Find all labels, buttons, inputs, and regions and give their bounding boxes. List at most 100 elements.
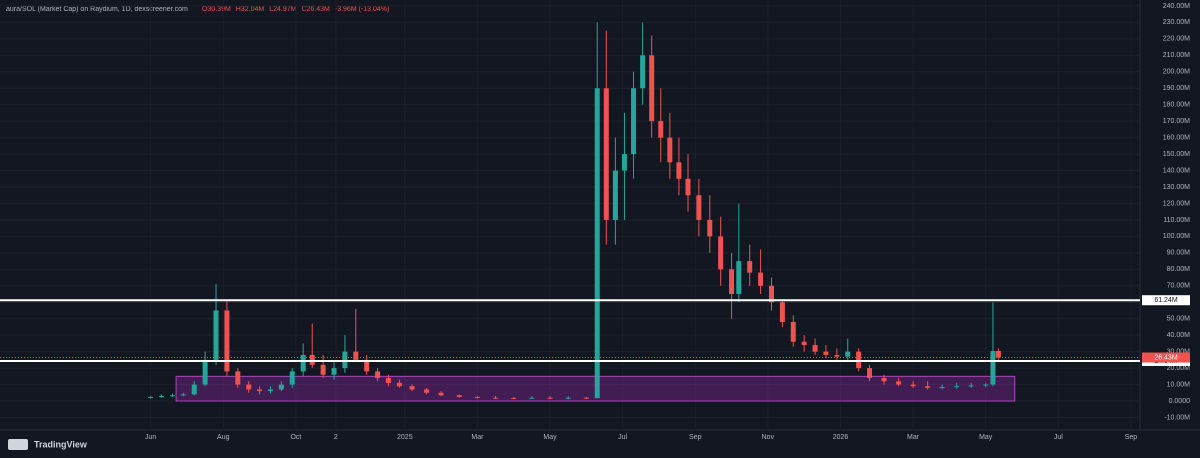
candle-body bbox=[438, 392, 444, 396]
candle-body bbox=[881, 377, 887, 382]
brand: TradingView bbox=[34, 439, 88, 449]
y-tick-label: 180.00M bbox=[1163, 102, 1190, 109]
ohlc-value: L24.97M bbox=[269, 6, 296, 13]
x-tick-label: Sep bbox=[689, 434, 702, 441]
x-tick-label: Sep bbox=[1125, 434, 1138, 441]
candle-body bbox=[954, 386, 960, 388]
candle-body bbox=[224, 310, 230, 372]
candle-body bbox=[603, 88, 609, 220]
candle-body bbox=[565, 397, 571, 399]
candle-body bbox=[779, 302, 785, 323]
candle-body bbox=[896, 381, 902, 385]
candle-body bbox=[289, 371, 295, 385]
candle-body bbox=[910, 384, 916, 387]
candle-body bbox=[995, 350, 1001, 358]
candle-body bbox=[676, 162, 682, 179]
ohlc-value: -3.96M (-13.04%) bbox=[335, 6, 389, 13]
candle-body bbox=[729, 269, 735, 295]
candle-body bbox=[474, 396, 480, 398]
candle-body bbox=[925, 386, 931, 388]
x-tick-label: May bbox=[543, 434, 557, 441]
y-tick-label: 40.00M bbox=[1167, 332, 1191, 339]
candle-body bbox=[736, 261, 742, 295]
candle-body bbox=[385, 377, 391, 383]
y-tick-label: 200.00M bbox=[1163, 69, 1190, 76]
candle-body bbox=[375, 371, 381, 378]
y-tick-label: 30.00M bbox=[1167, 348, 1191, 355]
candle-body bbox=[658, 121, 664, 138]
x-tick-label: 2026 bbox=[833, 434, 849, 441]
candle-body bbox=[812, 345, 818, 352]
candle-body bbox=[169, 395, 175, 397]
candle-body bbox=[353, 351, 359, 360]
candle-body bbox=[213, 310, 219, 360]
y-tick-label: 160.00M bbox=[1163, 134, 1190, 141]
candle-body bbox=[456, 395, 462, 397]
candle-body bbox=[845, 351, 851, 357]
y-tick-label: 110.00M bbox=[1163, 217, 1190, 224]
candle-body bbox=[320, 364, 326, 375]
last-price-tag bbox=[1142, 352, 1190, 363]
y-tick-label: 50.00M bbox=[1167, 316, 1191, 323]
x-tick-label: 2 bbox=[334, 434, 338, 441]
y-tick-label: 20.00M bbox=[1167, 365, 1191, 372]
candle-body bbox=[685, 178, 691, 196]
y-tick-label: 210.00M bbox=[1163, 52, 1190, 59]
y-tick-label: 150.00M bbox=[1163, 151, 1190, 158]
x-tick-label: Jul bbox=[1054, 434, 1063, 441]
candle-body bbox=[696, 195, 702, 220]
candle-body bbox=[278, 384, 284, 390]
y-tick-label: 230.00M bbox=[1163, 19, 1190, 26]
y-tick-label: 190.00M bbox=[1163, 85, 1190, 92]
candle-body bbox=[331, 368, 337, 375]
candle-body bbox=[867, 368, 873, 378]
ohlc-value: O30.39M bbox=[202, 6, 231, 13]
y-tick-label: 80.00M bbox=[1167, 266, 1191, 273]
candle-body bbox=[396, 382, 402, 387]
y-tick-label: 100.00M bbox=[1163, 233, 1190, 240]
candle-body bbox=[202, 359, 208, 385]
y-tick-label: 70.00M bbox=[1167, 283, 1191, 290]
brand-logo bbox=[8, 439, 28, 450]
candle-body bbox=[856, 351, 862, 369]
candle-body bbox=[180, 394, 186, 396]
level-tag bbox=[1142, 295, 1190, 306]
x-tick-label: Oct bbox=[290, 434, 301, 441]
candle-body bbox=[968, 385, 974, 387]
y-tick-label: 10.00M bbox=[1167, 381, 1191, 388]
candle-body bbox=[621, 154, 627, 171]
candle-body bbox=[547, 397, 553, 399]
candle-body bbox=[612, 170, 618, 220]
candle-body bbox=[309, 354, 315, 365]
y-tick-label: 140.00M bbox=[1163, 167, 1190, 174]
candle-body bbox=[267, 389, 273, 392]
candle-body bbox=[790, 322, 796, 342]
candle-body bbox=[640, 55, 646, 89]
candle-body bbox=[148, 396, 154, 398]
candle-body bbox=[631, 88, 637, 155]
candle-body bbox=[718, 236, 724, 270]
candle-body bbox=[159, 396, 165, 398]
x-tick-label: Mar bbox=[471, 434, 484, 441]
x-tick-label: Nov bbox=[762, 434, 775, 441]
candle-body bbox=[990, 350, 996, 385]
x-tick-label: Jul bbox=[618, 434, 627, 441]
candle-body bbox=[823, 351, 829, 355]
candle-body bbox=[257, 389, 263, 392]
candle-body bbox=[529, 397, 535, 399]
level-label: 61.24M bbox=[1154, 297, 1178, 304]
y-tick-label: 220.00M bbox=[1163, 36, 1190, 43]
candle-body bbox=[583, 397, 589, 399]
candle-body bbox=[300, 354, 306, 372]
x-tick-label: Aug bbox=[217, 434, 230, 441]
x-tick-label: Jun bbox=[145, 434, 156, 441]
y-tick-label: 0.0000 bbox=[1169, 398, 1191, 405]
candle-body bbox=[667, 137, 673, 163]
candle-body bbox=[342, 351, 348, 369]
y-tick-label: 120.00M bbox=[1163, 200, 1190, 207]
candle-body bbox=[191, 384, 197, 395]
y-tick-label: 90.00M bbox=[1167, 250, 1191, 257]
